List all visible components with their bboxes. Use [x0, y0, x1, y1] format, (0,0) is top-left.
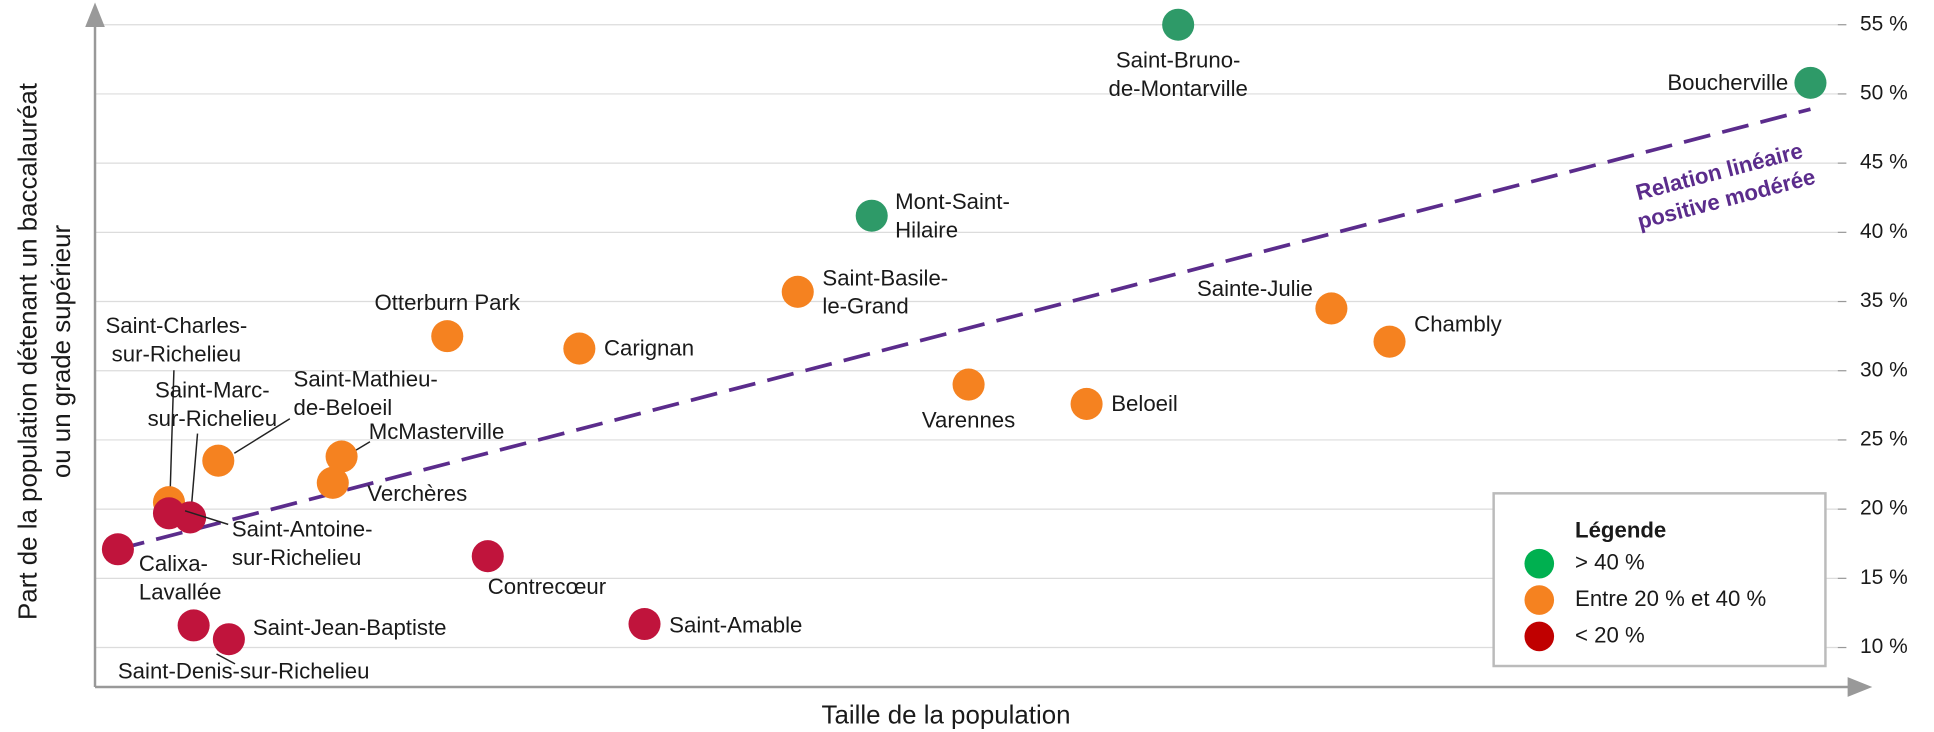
point-label: Varennes [922, 407, 1015, 432]
y-tick-label: 35 % [1860, 289, 1908, 312]
y-axis-label: Part de la population détenant un baccal… [14, 83, 75, 620]
legend-items: > 40 % Entre 20 % et 40 % < 20 % [1524, 548, 1766, 652]
y-tick-label: 15 % [1860, 566, 1908, 589]
point [431, 320, 464, 353]
y-tick-label: 10 % [1860, 635, 1908, 658]
y-axis-label-line: Part de la population détenant un baccal… [14, 83, 42, 620]
point [325, 440, 358, 473]
point-label: Hilaire [895, 218, 958, 243]
point [781, 275, 814, 308]
point [177, 609, 210, 642]
point-label: de-Beloeil [294, 395, 393, 420]
point [471, 540, 504, 573]
y-axis-label-line: ou un grade supérieur [48, 224, 76, 478]
point [152, 497, 186, 530]
y-tick-label: 55 % [1860, 12, 1908, 35]
trend-line [117, 107, 1811, 552]
legend-label: Entre 20 % et 40 % [1575, 586, 1766, 611]
point-label: Lavallée [139, 580, 222, 605]
point-label: Otterburn Park [375, 290, 521, 315]
point [212, 623, 245, 656]
point-label: Saint-Denis-sur-Richelieu [118, 658, 370, 683]
leader-line [190, 433, 199, 508]
point-label: Saint-Marc- [155, 377, 270, 402]
leader-line [184, 510, 229, 526]
point [563, 332, 596, 365]
point [1162, 8, 1195, 41]
point-label: le-Grand [822, 294, 908, 319]
point-label: Beloeil [1111, 391, 1178, 416]
point-label: Chambly [1414, 311, 1502, 336]
legend-swatch [1524, 548, 1555, 579]
point-label: Saint-Charles- [105, 313, 247, 338]
point-label: sur-Richelieu [148, 406, 277, 431]
point [202, 444, 235, 477]
point-label: Verchères [367, 481, 467, 506]
y-tick-label: 20 % [1860, 497, 1908, 520]
legend-title: Légende [1575, 517, 1666, 542]
point [952, 368, 985, 401]
legend: Légende > 40 % Entre 20 % et 40 % < 20 % [1492, 492, 1827, 668]
point-label: Carignan [604, 336, 694, 361]
point-label: McMasterville [369, 419, 505, 444]
point-label: Sainte-Julie [1197, 276, 1313, 301]
point-label: sur-Richelieu [232, 545, 361, 570]
legend-swatch [1524, 585, 1555, 615]
legend-label: > 40 % [1575, 550, 1645, 575]
point-label: Contrecœur [488, 574, 607, 599]
leader-line [216, 653, 236, 665]
point [316, 466, 349, 499]
y-tick-label: 50 % [1860, 81, 1908, 104]
point [1315, 292, 1348, 325]
point [1373, 325, 1406, 358]
point [1794, 66, 1827, 99]
point-label: Saint-Amable [669, 612, 802, 637]
point-label: de-Montarville [1109, 76, 1248, 101]
legend-swatch [1524, 621, 1555, 652]
point [1070, 387, 1103, 420]
x-axis-label: Taille de la population [822, 701, 1071, 729]
point-label: Boucherville [1667, 70, 1788, 95]
point-label: Mont-Saint- [895, 189, 1010, 214]
point-label: Calixa- [139, 551, 208, 576]
point-label: sur-Richelieu [112, 341, 241, 366]
point [628, 607, 661, 641]
point-label: Saint-Bruno- [1116, 48, 1241, 73]
grid: 10 % 15 % 20 % 25 % 30 % 35 % 40 % 45 % 50 % 55 % [95, 12, 1908, 658]
y-tick-label: 30 % [1860, 358, 1908, 381]
y-tick-label: 25 % [1860, 427, 1908, 450]
point-label: Saint-Basile- [822, 265, 948, 290]
y-tick-label: 45 % [1860, 151, 1908, 174]
leader-line [169, 370, 175, 490]
point [101, 533, 134, 566]
point-label: Saint-Mathieu- [294, 366, 438, 391]
point-label: Saint-Antoine- [232, 516, 373, 541]
legend-label: < 20 % [1575, 622, 1645, 647]
point-label: Saint-Jean-Baptiste [253, 615, 447, 640]
point [855, 199, 888, 232]
y-tick-label: 40 % [1860, 220, 1908, 243]
leader-line [233, 418, 291, 454]
